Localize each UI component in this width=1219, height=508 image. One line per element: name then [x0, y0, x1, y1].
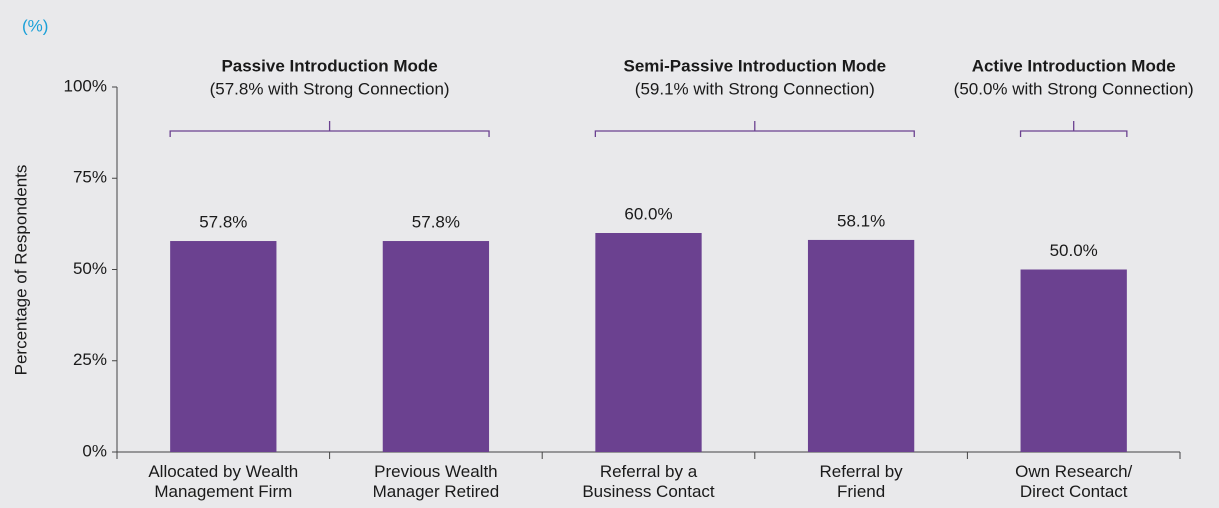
y-tick-label: 50%	[73, 259, 107, 278]
y-tick-label: 25%	[73, 350, 107, 369]
unit-label: (%)	[22, 16, 48, 35]
group-bracket	[594, 121, 915, 137]
group-title: Active Introduction Mode	[972, 56, 1176, 75]
y-tick-label: 100%	[64, 76, 107, 95]
group-subtitle: (50.0% with Strong Connection)	[954, 79, 1194, 98]
value-label: 50.0%	[1050, 241, 1098, 260]
bar	[170, 241, 277, 452]
value-label: 60.0%	[624, 204, 672, 223]
bar	[1020, 269, 1127, 452]
y-tick-label: 75%	[73, 168, 107, 187]
x-tick-label: Referral by Friend	[819, 462, 903, 501]
bar	[595, 233, 702, 452]
x-tick-label: Own Research/ Direct Contact	[1015, 462, 1133, 501]
x-tick-label: Allocated by Wealth Management Firm	[148, 462, 299, 501]
value-label: 58.1%	[837, 211, 885, 230]
group-bracket	[1019, 121, 1128, 137]
y-axis-label: Percentage of Respondents	[11, 165, 30, 376]
group-bracket	[169, 121, 490, 137]
group-title: Passive Introduction Mode	[221, 56, 437, 75]
bar	[807, 239, 915, 452]
x-tick-label: Previous Wealth Manager Retired	[372, 462, 500, 501]
group-subtitle: (59.1% with Strong Connection)	[635, 79, 875, 98]
group-subtitle: (57.8% with Strong Connection)	[210, 79, 450, 98]
value-label: 57.8%	[199, 213, 247, 232]
y-tick-label: 0%	[82, 441, 107, 460]
x-tick-label: Referral by a Business Contact	[582, 462, 715, 501]
bar	[382, 241, 490, 452]
group-title: Semi-Passive Introduction Mode	[623, 56, 886, 75]
value-label: 57.8%	[412, 213, 460, 232]
